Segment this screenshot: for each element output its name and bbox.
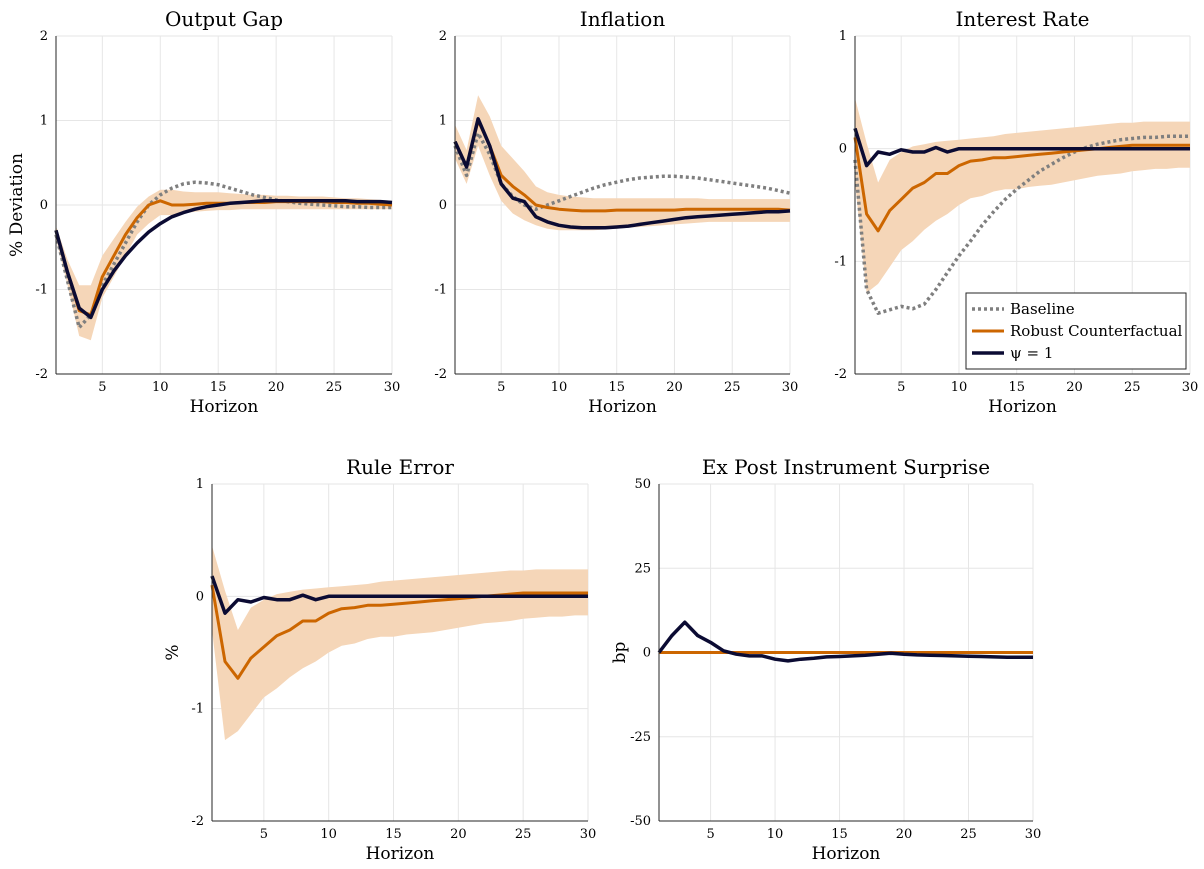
y-tick-label: -2 (35, 367, 48, 382)
y-axis-label: % (163, 644, 183, 660)
x-tick-label: 15 (385, 827, 402, 842)
panel-title: Ex Post Instrument Surprise (702, 455, 990, 479)
y-tick-label: 25 (634, 561, 651, 576)
y-tick-label: -1 (191, 702, 204, 717)
x-tick-label: 15 (1008, 380, 1025, 395)
series-line-psi (453, 117, 791, 230)
y-tick-label: -1 (434, 283, 447, 298)
series-line-robust (453, 119, 791, 213)
x-tick-label: 30 (580, 827, 597, 842)
x-tick-label: 30 (384, 380, 401, 395)
y-tick-label: 0 (40, 198, 48, 213)
y-tick-label: -1 (35, 283, 48, 298)
x-tick-label: 15 (210, 380, 227, 395)
confidence-band (455, 95, 790, 231)
y-tick-label: 1 (439, 114, 447, 129)
confidence-band (56, 189, 392, 341)
y-tick-label: 1 (196, 477, 204, 492)
y-tick-label: 2 (40, 29, 48, 44)
x-tick-label: 20 (1066, 380, 1083, 395)
y-tick-label: -1 (834, 254, 847, 269)
y-tick-label: 2 (439, 29, 447, 44)
y-tick-label: 0 (643, 646, 651, 661)
x-axis-label: Horizon (588, 397, 657, 417)
x-tick-label: 5 (706, 827, 714, 842)
x-tick-label: 10 (767, 827, 784, 842)
series-line-psi (657, 620, 1033, 663)
x-tick-label: 5 (260, 827, 268, 842)
legend-label-robust: Robust Counterfactual (1010, 322, 1183, 340)
series-line-psi (210, 575, 588, 615)
y-tick-label: -2 (834, 367, 847, 382)
x-tick-label: 20 (666, 380, 683, 395)
panel-1: 5 10 15 20 25 30 -2 -1 0 1 2 Output Gap Horizon % Dev… (7, 7, 400, 417)
y-tick-label: -50 (630, 814, 651, 829)
x-axis-label: Horizon (366, 844, 435, 864)
x-tick-label: 30 (1182, 380, 1199, 395)
panel-title: Interest Rate (955, 7, 1089, 31)
x-tick-label: 5 (497, 380, 505, 395)
x-tick-label: 5 (897, 380, 905, 395)
x-tick-label: 5 (98, 380, 106, 395)
x-tick-label: 25 (960, 827, 977, 842)
series-line-baseline (54, 180, 392, 330)
y-tick-label: 1 (40, 114, 48, 129)
x-axis-label: Horizon (988, 397, 1057, 417)
panel-title: Rule Error (346, 455, 454, 479)
y-tick-label: -2 (191, 814, 204, 829)
x-tick-label: 10 (951, 380, 968, 395)
series-line-robust (853, 137, 1190, 233)
y-tick-label: 0 (439, 198, 447, 213)
x-axis-label: Horizon (812, 844, 881, 864)
legend-label-psi: ψ = 1 (1010, 344, 1053, 362)
x-tick-label: 15 (831, 827, 848, 842)
x-tick-label: 10 (152, 380, 169, 395)
x-tick-label: 25 (515, 827, 532, 842)
x-tick-label: 20 (450, 827, 467, 842)
x-tick-label: 10 (551, 380, 568, 395)
x-tick-label: 25 (326, 380, 343, 395)
x-tick-label: 30 (1025, 827, 1042, 842)
x-tick-label: 20 (896, 827, 913, 842)
x-tick-label: 30 (782, 380, 799, 395)
y-tick-label: 1 (839, 29, 847, 44)
y-axis-label: bp (610, 642, 630, 664)
y-tick-label: -25 (630, 730, 651, 745)
series-line-psi (853, 127, 1190, 168)
legend-label-baseline: Baseline (1010, 300, 1075, 318)
y-tick-label: 0 (196, 589, 204, 604)
panel-3: 5 10 15 20 25 30 -2 -1 0 1 Interest Rate Horizon (834, 7, 1198, 417)
y-tick-label: 0 (839, 142, 847, 157)
x-tick-label: 20 (268, 380, 285, 395)
panel-title: Inflation (580, 7, 666, 31)
x-tick-label: 25 (1124, 380, 1141, 395)
panel-4: 5 10 15 20 25 30 -2 -1 0 1 Rule Error Horizon% (163, 455, 596, 864)
y-tick-label: -2 (434, 367, 447, 382)
y-axis-label: % Deviation (7, 153, 27, 257)
x-tick-label: 15 (608, 380, 625, 395)
y-tick-label: 50 (634, 477, 651, 492)
panel-title: Output Gap (165, 7, 283, 31)
panel-2: 5 10 15 20 25 30 -2 -1 0 1 2 Inflation Horizon (434, 7, 798, 417)
panel-5: 5 10 15 20 25 30 -50 -25 0 25 50 Ex Post Instrument… (610, 455, 1041, 864)
series-line-robust (210, 584, 588, 680)
legend: Baseline Robust Counterfactual ψ = 1 (965, 292, 1187, 370)
x-axis-label: Horizon (190, 397, 259, 417)
x-tick-label: 25 (724, 380, 741, 395)
x-tick-label: 10 (320, 827, 337, 842)
series-line-psi (54, 199, 393, 320)
